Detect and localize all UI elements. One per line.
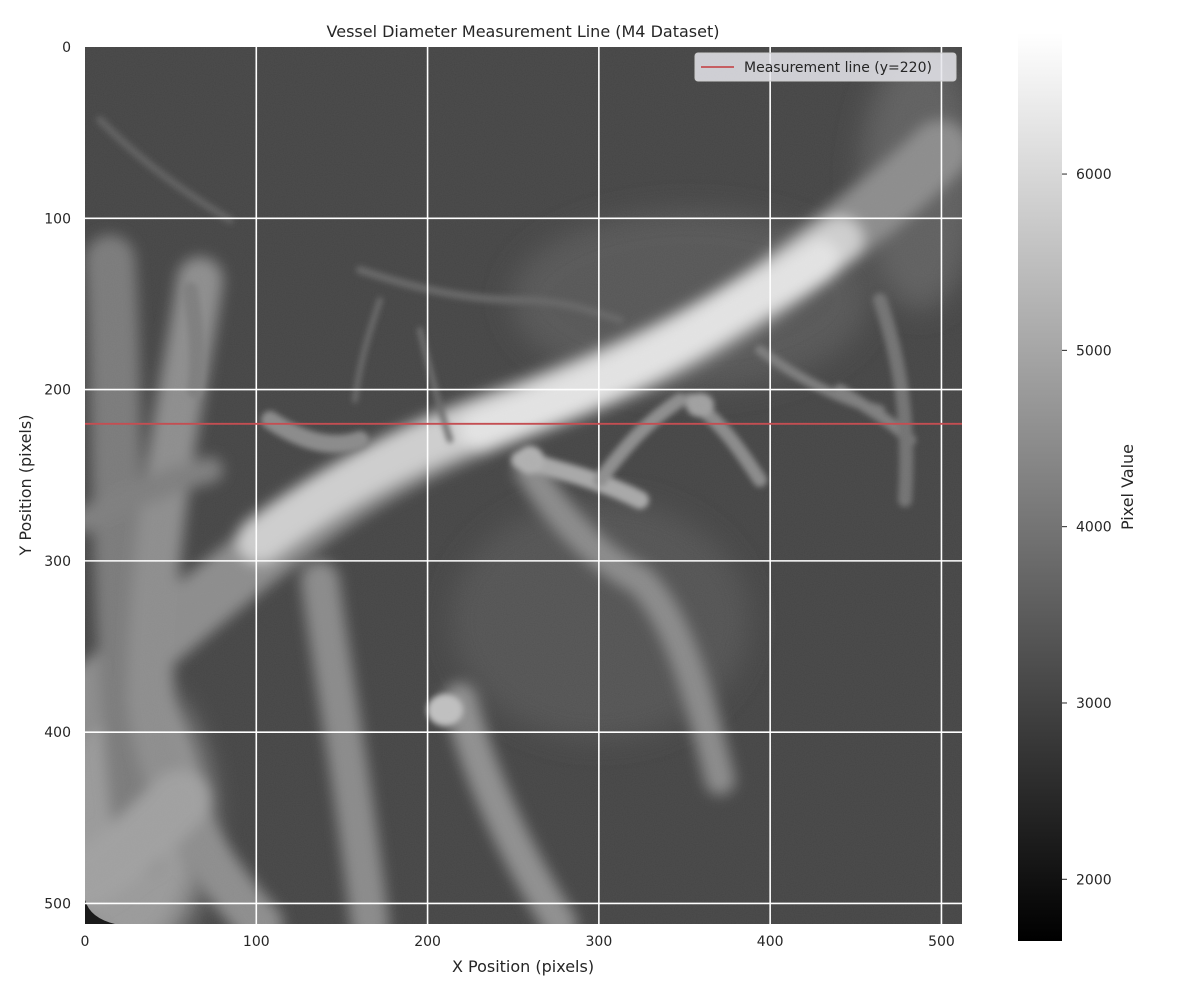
x-tick-label: 200 bbox=[414, 934, 441, 950]
colorbar-label: Pixel Value bbox=[1118, 444, 1137, 530]
x-axis-label: X Position (pixels) bbox=[452, 957, 594, 976]
colorbar-tick-label: 5000 bbox=[1076, 343, 1112, 359]
legend-box bbox=[694, 52, 957, 82]
y-tick-label: 200 bbox=[44, 383, 71, 399]
x-tick-label: 0 bbox=[81, 934, 90, 950]
y-tick-label: 0 bbox=[62, 40, 71, 56]
x-tick-label: 500 bbox=[928, 934, 955, 950]
colorbar-tick-label: 3000 bbox=[1076, 696, 1112, 712]
x-tick-label: 100 bbox=[243, 934, 270, 950]
x-axis-ticks: 0 100 200 300 400 500 bbox=[81, 934, 955, 950]
colorbar-gradient bbox=[1018, 33, 1062, 941]
chart-title: Vessel Diameter Measurement Line (M4 Dat… bbox=[327, 22, 720, 41]
y-tick-label: 100 bbox=[44, 211, 71, 227]
legend-entry-measurement-line: Measurement line (y=220) bbox=[744, 60, 932, 76]
y-axis-label: Y Position (pixels) bbox=[16, 415, 35, 557]
grid bbox=[85, 47, 962, 924]
y-axis-ticks: 0 100 200 300 400 500 bbox=[44, 40, 71, 912]
colorbar-tick-label: 6000 bbox=[1076, 167, 1112, 183]
vessel-image bbox=[85, 47, 962, 924]
x-tick-label: 300 bbox=[586, 934, 613, 950]
colorbar-ticks: 2000 3000 4000 5000 6000 bbox=[1062, 167, 1112, 888]
x-tick-label: 400 bbox=[757, 934, 784, 950]
y-tick-label: 500 bbox=[44, 896, 71, 912]
legend: Measurement line (y=220) bbox=[694, 52, 957, 82]
y-tick-label: 300 bbox=[44, 554, 71, 570]
colorbar: 2000 3000 4000 5000 6000 Pixel Value bbox=[1018, 33, 1137, 941]
y-tick-label: 400 bbox=[44, 725, 71, 741]
colorbar-tick-label: 4000 bbox=[1076, 520, 1112, 536]
colorbar-tick-label: 2000 bbox=[1076, 872, 1112, 888]
